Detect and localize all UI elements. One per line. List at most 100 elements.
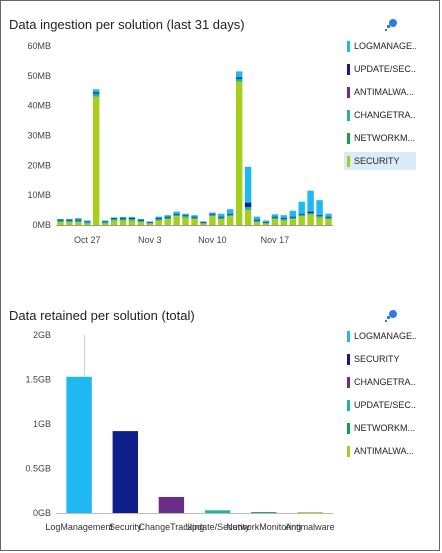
bar-segment[interactable] <box>66 222 73 225</box>
bar-segment[interactable] <box>253 219 261 221</box>
bar-segment[interactable] <box>244 210 252 225</box>
bar-segment[interactable] <box>155 219 162 221</box>
bar-segment[interactable] <box>182 216 189 218</box>
bar-segment[interactable] <box>325 217 332 220</box>
bar-networkmonitoring[interactable] <box>251 512 277 513</box>
bar-segment[interactable] <box>227 214 234 217</box>
bar-segment[interactable] <box>227 216 234 225</box>
bar-segment[interactable] <box>280 220 287 226</box>
bar-segment[interactable] <box>119 219 127 221</box>
bar-segment[interactable] <box>244 202 252 208</box>
bar-segment[interactable] <box>298 201 305 214</box>
bar-segment[interactable] <box>101 223 109 226</box>
bar-segment[interactable] <box>316 216 323 218</box>
bar-segment[interactable] <box>316 215 323 217</box>
bar-segment[interactable] <box>84 223 91 226</box>
bar-segment[interactable] <box>325 216 332 218</box>
bar-segment[interactable] <box>75 220 82 223</box>
bar-segment[interactable] <box>209 212 216 214</box>
bar-antimalware[interactable] <box>297 512 323 513</box>
legend-item-antimalwa[interactable]: ANTIMALWA... <box>344 83 416 101</box>
bar-segment[interactable] <box>218 219 225 225</box>
bar-update-security[interactable] <box>204 510 231 513</box>
bar-segment[interactable] <box>227 213 234 215</box>
bar-segment[interactable] <box>146 221 153 222</box>
bar-segment[interactable] <box>164 215 171 217</box>
bar-segment[interactable] <box>93 93 100 97</box>
bar-segment[interactable] <box>57 222 64 225</box>
bar-segment[interactable] <box>173 213 180 215</box>
bar-segment[interactable] <box>146 222 153 224</box>
bar-segment[interactable] <box>57 220 64 223</box>
bar-segment[interactable] <box>75 218 82 220</box>
bar-segment[interactable] <box>289 216 296 218</box>
bar-segment[interactable] <box>164 219 171 225</box>
bar-segment[interactable] <box>146 223 153 226</box>
bar-segment[interactable] <box>57 219 64 220</box>
bar-segment[interactable] <box>280 215 287 219</box>
bar-segment[interactable] <box>137 219 145 221</box>
bar-segment[interactable] <box>262 222 270 223</box>
bar-security[interactable] <box>112 431 138 513</box>
pin-icon[interactable] <box>384 18 398 32</box>
bar-segment[interactable] <box>66 219 73 220</box>
bar-segment[interactable] <box>307 213 314 215</box>
bar-segment[interactable] <box>289 210 296 217</box>
bar-segment[interactable] <box>128 218 136 219</box>
bar-segment[interactable] <box>236 78 243 82</box>
bar-segment[interactable] <box>75 222 82 225</box>
bar-segment[interactable] <box>298 216 305 225</box>
bar-segment[interactable] <box>262 223 270 226</box>
bar-segment[interactable] <box>93 96 100 225</box>
bar-segment[interactable] <box>253 216 261 220</box>
legend-item-update-sec[interactable]: UPDATE/SEC... <box>344 60 416 78</box>
legend-item-logmanage[interactable]: LOGMANAGE... <box>344 37 416 55</box>
bar-segment[interactable] <box>164 216 171 218</box>
bar-segment[interactable] <box>119 220 127 226</box>
bar-segment[interactable] <box>75 219 82 221</box>
bar-segment[interactable] <box>271 217 279 220</box>
bar-segment[interactable] <box>84 220 91 222</box>
bar-segment[interactable] <box>236 77 243 79</box>
bar-segment[interactable] <box>307 214 314 225</box>
bar-segment[interactable] <box>164 217 171 220</box>
legend-item-security[interactable]: SECURITY <box>344 350 416 368</box>
bar-segment[interactable] <box>253 222 261 225</box>
legend-item-networkm[interactable]: NETWORKM... <box>344 419 416 437</box>
bar-segment[interactable] <box>316 217 323 226</box>
bar-segment[interactable] <box>119 218 127 219</box>
bar-segment[interactable] <box>110 220 118 226</box>
bar-segment[interactable] <box>128 219 136 221</box>
bar-segment[interactable] <box>146 222 153 223</box>
bar-segment[interactable] <box>182 213 189 216</box>
bar-segment[interactable] <box>271 219 279 225</box>
bar-segment[interactable] <box>110 217 118 219</box>
bar-segment[interactable] <box>289 217 296 220</box>
legend-item-changetra[interactable]: CHANGETRA... <box>344 106 416 124</box>
bar-segment[interactable] <box>236 81 243 225</box>
bar-segment[interactable] <box>110 218 118 219</box>
bar-segment[interactable] <box>209 214 216 217</box>
bar-segment[interactable] <box>155 220 162 226</box>
bar-segment[interactable] <box>325 219 332 225</box>
bar-segment[interactable] <box>66 219 73 221</box>
bar-segment[interactable] <box>137 220 145 223</box>
bar-segment[interactable] <box>101 220 109 222</box>
bar-segment[interactable] <box>316 200 323 216</box>
bar-segment[interactable] <box>244 207 252 211</box>
bar-segment[interactable] <box>128 216 136 219</box>
legend-item-security[interactable]: SECURITY <box>344 152 416 170</box>
bar-segment[interactable] <box>218 216 225 218</box>
bar-segment[interactable] <box>93 89 100 93</box>
legend-item-networkm[interactable]: NETWORKM... <box>344 129 416 147</box>
bar-segment[interactable] <box>209 213 216 215</box>
bar-segment[interactable] <box>200 222 207 224</box>
bar-segment[interactable] <box>101 221 109 222</box>
bar-segment[interactable] <box>101 222 109 224</box>
bar-segment[interactable] <box>173 211 180 214</box>
bar-segment[interactable] <box>236 71 243 78</box>
bar-segment[interactable] <box>244 166 252 203</box>
legend-item-changetra[interactable]: CHANGETRA... <box>344 373 416 391</box>
bar-segment[interactable] <box>218 217 225 220</box>
bar-segment[interactable] <box>200 221 207 222</box>
